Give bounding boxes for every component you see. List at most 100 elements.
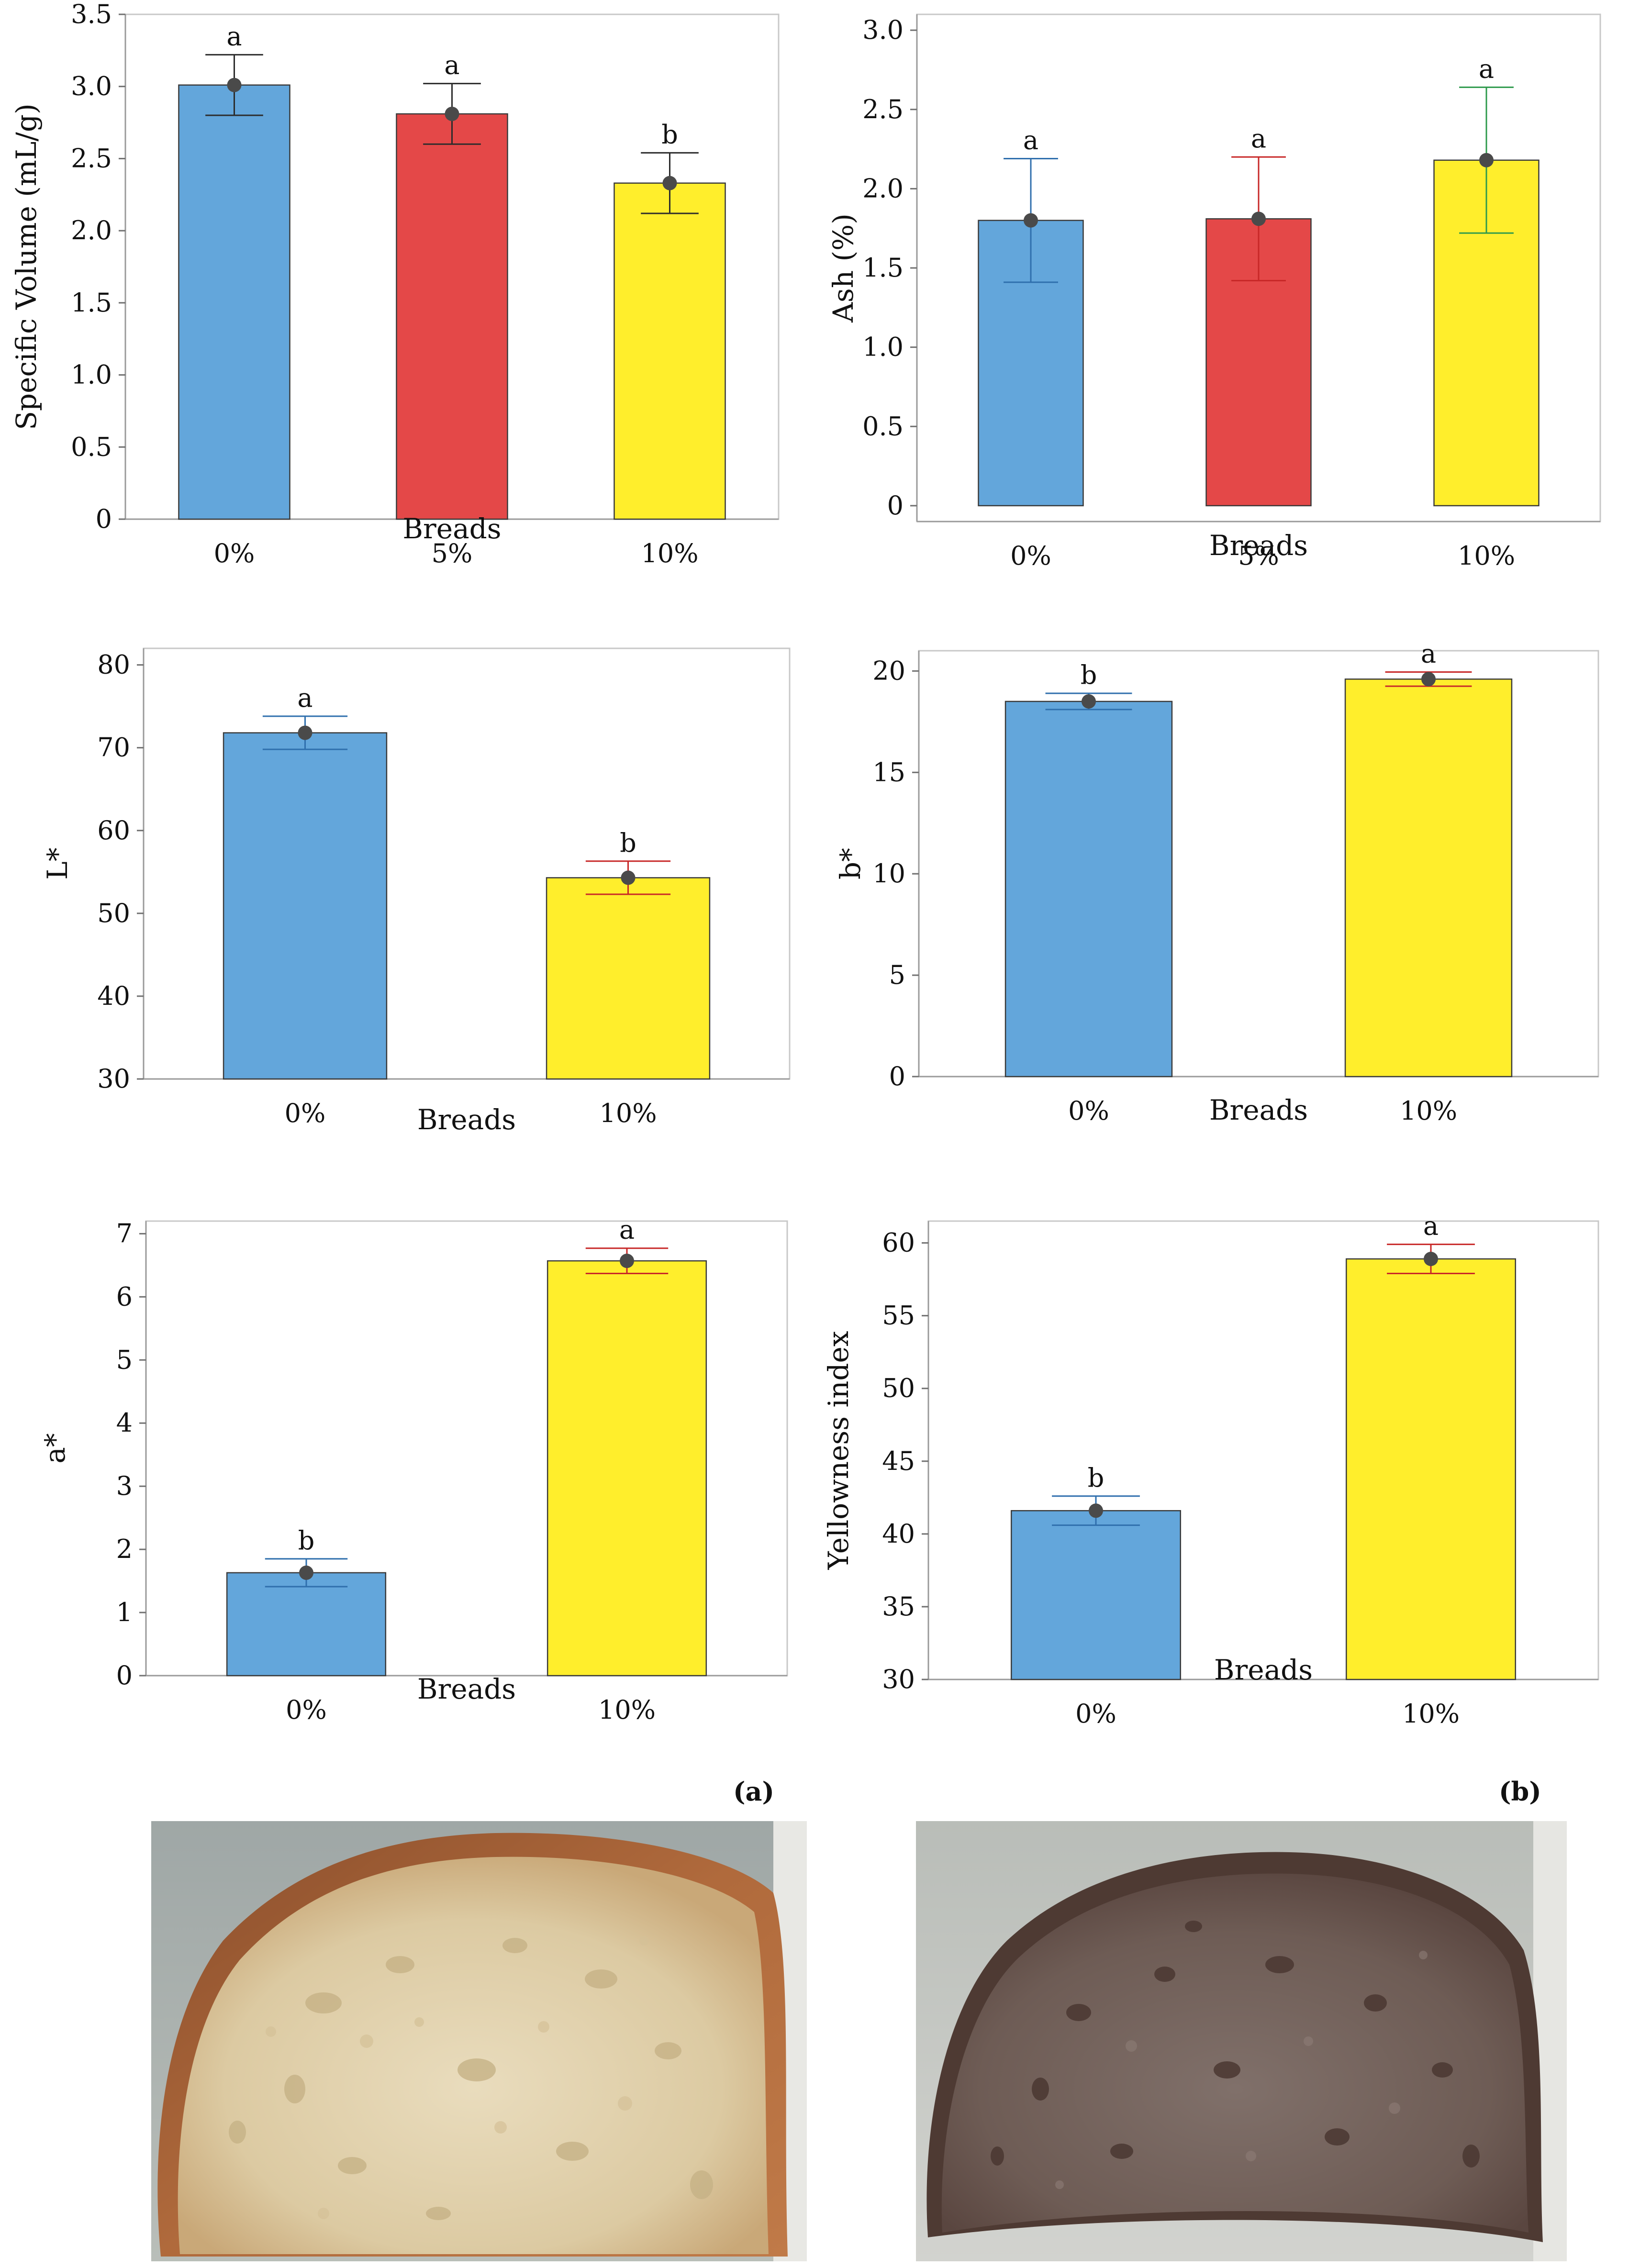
- y-tick-label: 1: [116, 1597, 133, 1627]
- x-tick-label: 10%: [1400, 1096, 1457, 1126]
- significance-letter: b: [1081, 660, 1097, 690]
- bread-photo-10-percent: [916, 1821, 1567, 2261]
- y-tick-label: 0.5: [71, 432, 112, 462]
- bar-0%: [1011, 1510, 1181, 1680]
- y-tick-label: 0: [116, 1660, 133, 1690]
- x-tick-label: 10%: [1458, 541, 1515, 571]
- y-tick-label: 1.0: [862, 332, 904, 362]
- y-tick-label: 35: [882, 1591, 915, 1622]
- significance-letter: b: [661, 119, 678, 149]
- mean-point: [1089, 1503, 1103, 1518]
- significance-letter: a: [444, 50, 459, 80]
- significance-letter: a: [1023, 125, 1038, 155]
- y-tick-label: 3.0: [71, 71, 112, 101]
- y-axis-label: a*: [39, 1433, 71, 1464]
- y-tick-label: 5: [889, 960, 905, 990]
- y-tick-label: 80: [97, 650, 130, 680]
- y-tick-label: 0: [96, 504, 112, 534]
- mean-point: [445, 106, 459, 121]
- y-axis-label: Ash (%): [827, 213, 859, 323]
- y-tick-label: 30: [882, 1664, 915, 1694]
- significance-letter: b: [1088, 1463, 1105, 1493]
- x-tick-label: 0%: [214, 538, 255, 568]
- y-tick-label: 0.5: [862, 411, 904, 441]
- bar-10%: [546, 877, 711, 1080]
- significance-letter: b: [620, 828, 636, 858]
- mean-point: [299, 1565, 313, 1580]
- x-tick-label: 0%: [1075, 1699, 1116, 1729]
- significance-letter: b: [298, 1525, 315, 1556]
- significance-letter: a: [226, 21, 242, 51]
- y-axis-label: Specific Volume (mL/g): [10, 103, 43, 430]
- y-tick-label: 45: [882, 1446, 915, 1476]
- bread-photo-control: [151, 1821, 807, 2261]
- y-tick-label: 3.5: [71, 0, 112, 29]
- y-tick-label: 60: [97, 815, 130, 845]
- x-tick-label: 5%: [1238, 541, 1279, 571]
- y-tick-label: 7: [116, 1218, 133, 1248]
- y-tick-label: 2: [116, 1534, 133, 1564]
- x-axis-label: Breads: [1209, 1094, 1308, 1126]
- x-axis-label: Breads: [1209, 529, 1308, 562]
- x-tick-label: 10%: [598, 1695, 656, 1725]
- ash-chart: 0 0.5 1.0 1.5 2.0 2.5 3.0 a 0% a 5% a 10% Breads Ash (…: [827, 13, 1601, 571]
- y-tick-label: 0: [889, 1061, 905, 1091]
- x-axis-label: Breads: [1214, 1654, 1313, 1686]
- bar-0%: [226, 1572, 387, 1677]
- x-tick-label: 10%: [641, 538, 698, 568]
- y-tick-label: 50: [882, 1373, 915, 1403]
- mean-point: [620, 1254, 634, 1268]
- y-tick-label: 1.5: [862, 253, 904, 283]
- significance-letter: a: [297, 683, 312, 713]
- x-tick-label: 0%: [286, 1695, 327, 1725]
- y-tick-label: 1.5: [71, 288, 112, 318]
- significance-letter: a: [1479, 54, 1494, 84]
- x-axis-label: Breads: [417, 1103, 516, 1136]
- y-tick-label: 60: [882, 1228, 915, 1258]
- bar-10%: [1344, 678, 1513, 1078]
- y-tick-label: 3: [116, 1471, 133, 1501]
- yellowness-index-chart: 30 35 40 45 50 55 60 b 0% a 10% Breads Yellowness in…: [822, 1211, 1599, 1729]
- y-tick-label: 2.0: [862, 173, 904, 203]
- mean-point: [621, 870, 636, 885]
- x-tick-label: 10%: [1402, 1699, 1460, 1729]
- significance-letter: a: [1251, 123, 1266, 154]
- x-tick-label: 10%: [599, 1098, 657, 1128]
- mean-point: [1479, 153, 1494, 167]
- mean-point: [298, 725, 312, 740]
- y-tick-label: 3.0: [862, 15, 904, 45]
- mean-point: [1424, 1252, 1438, 1267]
- significance-letter: a: [1421, 639, 1436, 669]
- bar-0%: [178, 84, 290, 520]
- y-tick-label: 4: [116, 1408, 133, 1438]
- y-tick-label: 40: [97, 981, 130, 1011]
- bar-10%: [547, 1260, 707, 1677]
- x-tick-label: 5%: [432, 538, 473, 568]
- x-axis-label: Breads: [402, 512, 501, 545]
- y-tick-label: 1.0: [71, 360, 112, 390]
- bar-0%: [223, 732, 388, 1080]
- mean-point: [227, 78, 242, 92]
- x-tick-label: 0%: [1010, 541, 1051, 571]
- y-tick-label: 70: [97, 733, 130, 763]
- panel-label-a: (a): [733, 1776, 775, 1807]
- y-tick-label: 15: [872, 757, 905, 787]
- y-tick-label: 2.5: [862, 94, 904, 124]
- bar-10%: [614, 182, 726, 520]
- bar-5%: [396, 113, 508, 520]
- y-tick-label: 40: [882, 1519, 915, 1549]
- significance-letter: a: [1423, 1211, 1439, 1241]
- bar-10%: [1346, 1258, 1516, 1680]
- y-tick-label: 20: [872, 656, 905, 686]
- x-tick-label: 0%: [1068, 1096, 1109, 1126]
- mean-point: [1251, 211, 1266, 226]
- y-tick-label: 55: [882, 1301, 915, 1331]
- y-axis-label: L*: [41, 847, 74, 880]
- x-tick-label: 0%: [285, 1098, 326, 1128]
- y-tick-label: 2.0: [71, 215, 112, 245]
- y-tick-label: 6: [116, 1281, 133, 1312]
- y-tick-label: 5: [116, 1345, 133, 1375]
- y-axis-label: b*: [834, 848, 867, 879]
- significance-letter: a: [619, 1215, 635, 1245]
